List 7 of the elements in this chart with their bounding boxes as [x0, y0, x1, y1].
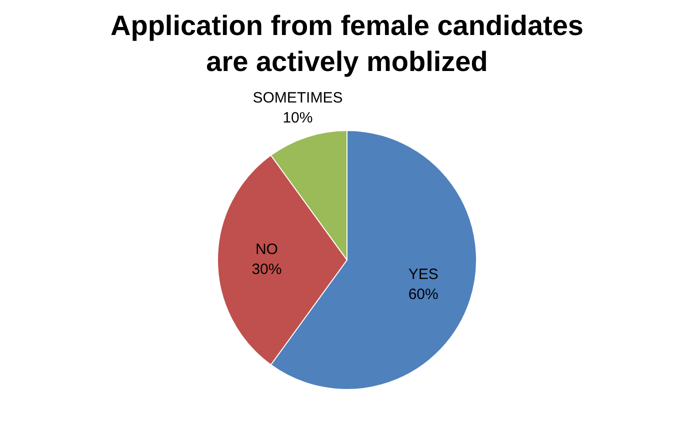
- slice-label: YES: [408, 266, 438, 283]
- data-label: 10%: [282, 109, 313, 126]
- chart-title: Application from female candidates are actively moblized: [110, 9, 584, 79]
- slice-label: NO: [255, 241, 278, 258]
- data-label: 60%: [408, 286, 438, 303]
- slice-label: SOMETIMES: [252, 89, 343, 106]
- data-label: 30%: [252, 261, 282, 278]
